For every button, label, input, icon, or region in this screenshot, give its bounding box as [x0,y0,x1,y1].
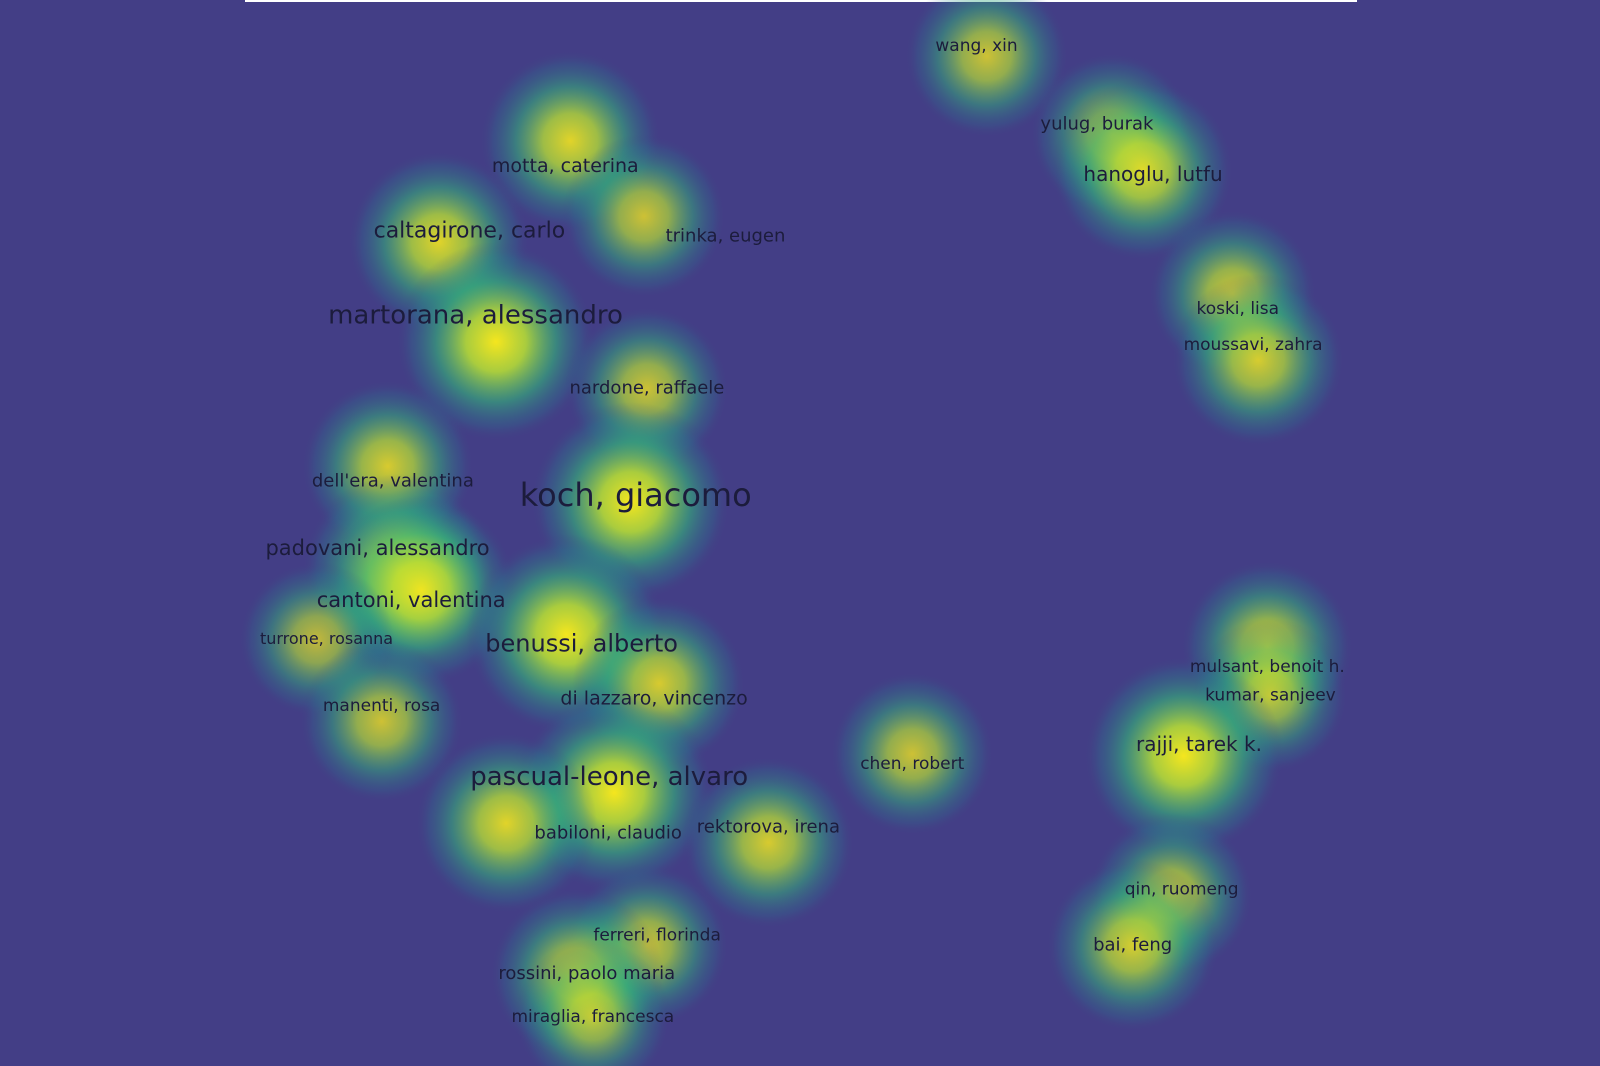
node-label[interactable]: wang, xin [935,36,1017,56]
density-blob [1083,655,1284,856]
node-label[interactable]: caltagirone, carlo [374,219,566,244]
density-blob [515,939,671,1066]
node-label[interactable]: motta, caterina [492,155,639,177]
node-label[interactable]: bai, feng [1093,935,1172,956]
node-label[interactable]: mulsant, benoit h. [1190,657,1345,677]
node-label[interactable]: qin, ruomeng [1125,880,1239,900]
node-label[interactable]: trinka, eugen [666,226,786,247]
node-label[interactable]: koch, giacomo [520,476,752,514]
node-label[interactable]: chen, robert [860,754,964,774]
node-label[interactable]: martorana, alessandro [328,301,623,331]
density-blob [1051,79,1234,262]
density-blob [1046,859,1220,1033]
density-blob [299,639,464,804]
density-blob [830,671,995,836]
density-blob [395,241,596,442]
node-label[interactable]: rektorova, irena [697,816,840,837]
density-blob [561,134,726,299]
node-label[interactable]: moussavi, zahra [1184,335,1323,355]
node-label[interactable]: padovani, alessandro [265,536,489,560]
density-blob [681,756,855,930]
density-blob [904,0,1069,139]
node-label[interactable]: ferreri, florinda [593,925,721,945]
node-label[interactable]: manenti, rosa [323,696,440,716]
node-label[interactable]: rossini, paolo maria [498,963,675,984]
node-label[interactable]: turrone, rosanna [260,629,393,648]
density-blob [415,732,598,915]
node-label[interactable]: rajji, tarek k. [1136,732,1262,756]
node-label[interactable]: cantoni, valentina [317,588,506,612]
node-label[interactable]: yulug, burak [1040,113,1154,134]
node-label[interactable]: benussi, alberto [485,630,678,658]
node-label[interactable]: koski, lisa [1196,299,1279,319]
density-blob [1171,273,1345,447]
node-label[interactable]: miraglia, francesca [511,1007,674,1027]
top-edge [245,0,1357,2]
node-label[interactable]: hanoglu, lutfu [1083,162,1222,186]
node-label[interactable]: pascual-leone, alvaro [470,762,748,792]
node-label[interactable]: nardone, raffaele [569,378,724,399]
node-label[interactable]: dell'era, valentina [312,470,474,491]
node-label[interactable]: babiloni, claudio [534,822,682,843]
label-layer: wang, xin yulug, burak hanoglu, lutfu koski… [260,36,1345,1027]
node-label[interactable]: kumar, sanjeev [1205,686,1336,706]
node-label[interactable]: di lazzaro, vincenzo [560,687,747,709]
density-layer [238,0,1354,1066]
